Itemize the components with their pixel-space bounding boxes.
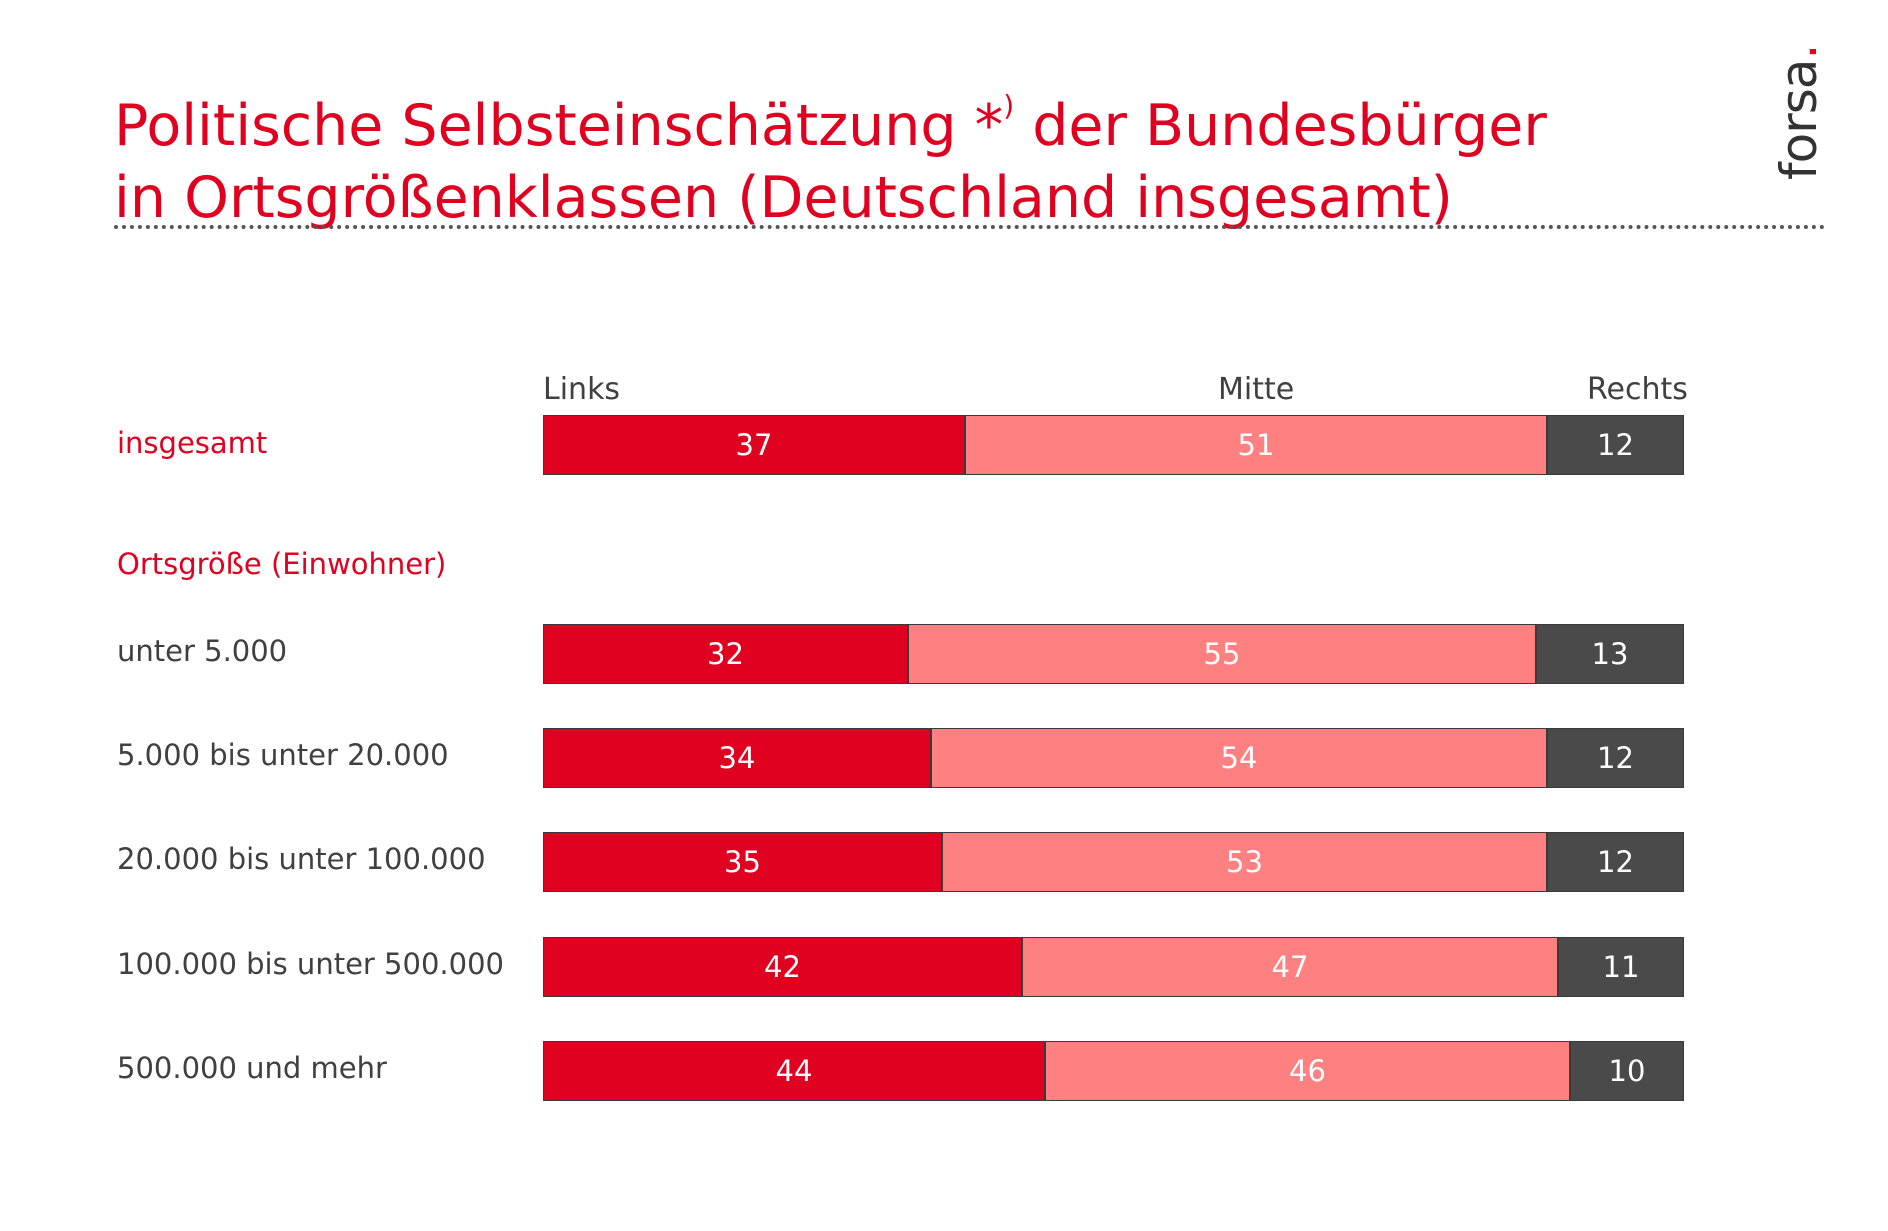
scale-label-mitte: Mitte: [1218, 372, 1295, 407]
logo-text: forsa: [1770, 59, 1828, 180]
bar-segment-mitte: [942, 832, 1547, 892]
bar-row: 32 55 13: [543, 624, 1684, 684]
bar-segment-mitte: [1045, 1041, 1570, 1101]
bar-segment-rechts: [1536, 624, 1684, 684]
forsa-logo: forsa.: [1770, 45, 1828, 180]
category-label-4: 100.000 bis unter 500.000: [117, 947, 504, 981]
category-label-insgesamt: insgesamt: [117, 426, 268, 460]
bar-segment-rechts: [1558, 937, 1684, 997]
bar-segment-mitte: [931, 728, 1547, 788]
data-label-rechts: 12: [1597, 845, 1634, 879]
bar-segment-mitte: [1022, 937, 1558, 997]
category-label-5: 500.000 und mehr: [117, 1051, 387, 1085]
scale-label-links: Links: [543, 372, 621, 407]
data-label-links: 44: [775, 1054, 813, 1088]
title-line2: in Ortsgrößenklassen (Deutschland insges…: [114, 165, 1453, 231]
category-label-2: 5.000 bis unter 20.000: [117, 738, 449, 772]
title-line1-after: der Bundesbürger: [1014, 93, 1547, 159]
bar-segment-links: [543, 415, 965, 475]
data-label-links: 34: [718, 741, 756, 775]
bar-row: 34 54 12: [543, 728, 1684, 788]
data-label-mitte: 55: [1203, 637, 1241, 671]
title-line1-before: Politische Selbsteinschätzung *: [114, 93, 1004, 159]
bar-segment-links: [543, 1041, 1045, 1101]
bar-segment-mitte: [908, 624, 1536, 684]
bar-segment-rechts: [1547, 832, 1684, 892]
data-label-rechts: 12: [1597, 741, 1634, 775]
bar-segment-links: [543, 624, 908, 684]
data-label-rechts: 12: [1597, 428, 1634, 462]
bar-segment-rechts: [1547, 415, 1684, 475]
data-label-rechts: 11: [1602, 950, 1640, 984]
bar-row: 35 53 12: [543, 832, 1684, 892]
data-label-mitte: 46: [1289, 1054, 1326, 1088]
bar-segment-links: [543, 728, 931, 788]
data-label-mitte: 51: [1237, 428, 1275, 462]
data-label-links: 32: [707, 637, 744, 671]
data-label-rechts: 13: [1591, 637, 1629, 671]
bar-segment-links: [543, 832, 942, 892]
category-label-1: unter 5.000: [117, 634, 288, 668]
title-footnote-mark: ): [1003, 89, 1015, 122]
data-label-mitte: 47: [1271, 950, 1309, 984]
bar-segment-mitte: [965, 415, 1547, 475]
bar-row: 37 51 12: [543, 415, 1684, 475]
data-label-rechts: 10: [1608, 1054, 1646, 1088]
data-label-links: 35: [724, 845, 761, 879]
data-label-links: 37: [735, 428, 773, 462]
scale-label-rechts: Rechts: [1587, 372, 1688, 407]
bar-row: 42 47 11: [543, 937, 1684, 997]
data-label-mitte: 53: [1226, 845, 1263, 879]
bar-row: 44 46 10: [543, 1041, 1684, 1101]
logo-dot: .: [1770, 44, 1828, 60]
bar-segment-rechts: [1570, 1041, 1684, 1101]
title-divider: [114, 225, 1826, 229]
bar-segment-links: [543, 937, 1022, 997]
bar-segment-rechts: [1547, 728, 1684, 788]
section-label: Ortsgröße (Einwohner): [117, 547, 447, 581]
category-label-3: 20.000 bis unter 100.000: [117, 842, 486, 876]
data-label-links: 42: [764, 950, 801, 984]
data-label-mitte: 54: [1220, 741, 1258, 775]
chart-title: Politische Selbsteinschätzung *) der Bun…: [114, 70, 1547, 234]
